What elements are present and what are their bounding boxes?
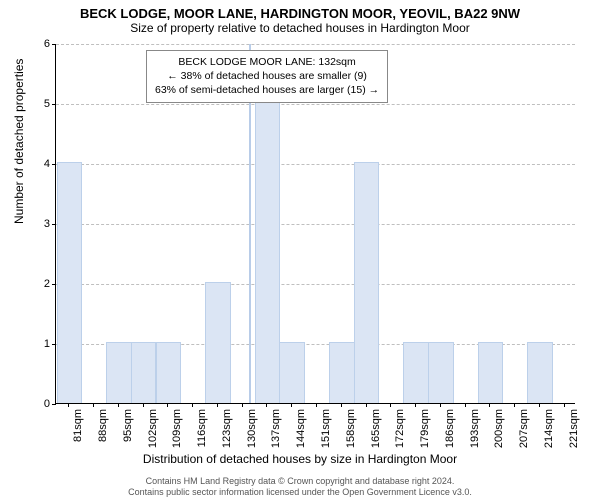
xtick-label: 172sqm [394, 409, 406, 448]
ytick-mark [52, 104, 56, 105]
xtick-label: 116sqm [196, 409, 208, 447]
y-axis-label: Number of detached properties [12, 59, 26, 224]
xtick-mark [242, 403, 243, 407]
xtick-label: 81sqm [72, 409, 84, 442]
title-sub: Size of property relative to detached ho… [0, 21, 600, 39]
xtick-mark [167, 403, 168, 407]
xtick-mark [390, 403, 391, 407]
xtick-mark [192, 403, 193, 407]
ytick-mark [52, 44, 56, 45]
ytick-label: 1 [44, 338, 50, 350]
bar [354, 162, 380, 403]
xtick-label: 95sqm [122, 409, 134, 442]
legend-line: 63% of semi-detached houses are larger (… [155, 83, 379, 97]
xtick-mark [440, 403, 441, 407]
ytick-label: 4 [44, 158, 50, 170]
ytick-label: 3 [44, 218, 50, 230]
bar [156, 342, 182, 403]
xtick-mark [415, 403, 416, 407]
xtick-mark [316, 403, 317, 407]
xtick-mark [266, 403, 267, 407]
ytick-mark [52, 164, 56, 165]
gridline [56, 224, 575, 225]
bar [279, 342, 305, 403]
chart-area: 012345681sqm88sqm95sqm102sqm109sqm116sqm… [55, 44, 575, 404]
xtick-label: 186sqm [444, 409, 456, 448]
bar [428, 342, 454, 403]
xtick-mark [341, 403, 342, 407]
x-axis-label: Distribution of detached houses by size … [0, 452, 600, 466]
xtick-mark [68, 403, 69, 407]
xtick-mark [217, 403, 218, 407]
xtick-mark [291, 403, 292, 407]
bar [57, 162, 83, 403]
ytick-label: 6 [44, 38, 50, 50]
xtick-label: 179sqm [419, 409, 431, 448]
ytick-label: 2 [44, 278, 50, 290]
xtick-label: 88sqm [97, 409, 109, 442]
xtick-mark [514, 403, 515, 407]
ytick-label: 0 [44, 398, 50, 410]
legend-box: BECK LODGE MOOR LANE: 132sqm← 38% of det… [146, 50, 388, 103]
legend-line: ← 38% of detached houses are smaller (9) [155, 69, 379, 83]
xtick-label: 151sqm [320, 409, 332, 448]
xtick-mark [465, 403, 466, 407]
xtick-label: 165sqm [370, 409, 382, 448]
xtick-label: 137sqm [270, 409, 282, 448]
xtick-mark [539, 403, 540, 407]
gridline [56, 164, 575, 165]
bar [527, 342, 553, 403]
legend-line: BECK LODGE MOOR LANE: 132sqm [155, 55, 379, 69]
gridline [56, 104, 575, 105]
xtick-label: 144sqm [295, 409, 307, 448]
title-main: BECK LODGE, MOOR LANE, HARDINGTON MOOR, … [0, 0, 600, 21]
gridline [56, 284, 575, 285]
xtick-label: 200sqm [493, 409, 505, 448]
bar [205, 282, 231, 403]
xtick-mark [564, 403, 565, 407]
ytick-label: 5 [44, 98, 50, 110]
xtick-label: 102sqm [147, 409, 159, 448]
footer-attribution: Contains HM Land Registry data © Crown c… [0, 476, 600, 498]
xtick-mark [366, 403, 367, 407]
xtick-label: 207sqm [518, 409, 530, 448]
ytick-mark [52, 284, 56, 285]
xtick-label: 109sqm [171, 409, 183, 448]
bar [403, 342, 429, 403]
bar [106, 342, 132, 403]
xtick-label: 158sqm [345, 409, 357, 448]
bar [478, 342, 504, 403]
xtick-label: 193sqm [469, 409, 481, 448]
xtick-mark [93, 403, 94, 407]
plot-region: 012345681sqm88sqm95sqm102sqm109sqm116sqm… [55, 44, 575, 404]
ytick-mark [52, 224, 56, 225]
xtick-mark [118, 403, 119, 407]
xtick-mark [489, 403, 490, 407]
xtick-label: 123sqm [221, 409, 233, 448]
ytick-mark [52, 404, 56, 405]
footer-line-2: Contains public sector information licen… [0, 487, 600, 498]
xtick-label: 214sqm [543, 409, 555, 448]
bar [131, 342, 157, 403]
gridline [56, 44, 575, 45]
footer-line-1: Contains HM Land Registry data © Crown c… [0, 476, 600, 487]
ytick-mark [52, 344, 56, 345]
bar [329, 342, 355, 403]
xtick-mark [143, 403, 144, 407]
xtick-label: 221sqm [568, 409, 580, 448]
xtick-label: 130sqm [246, 409, 258, 448]
bar [255, 102, 281, 403]
